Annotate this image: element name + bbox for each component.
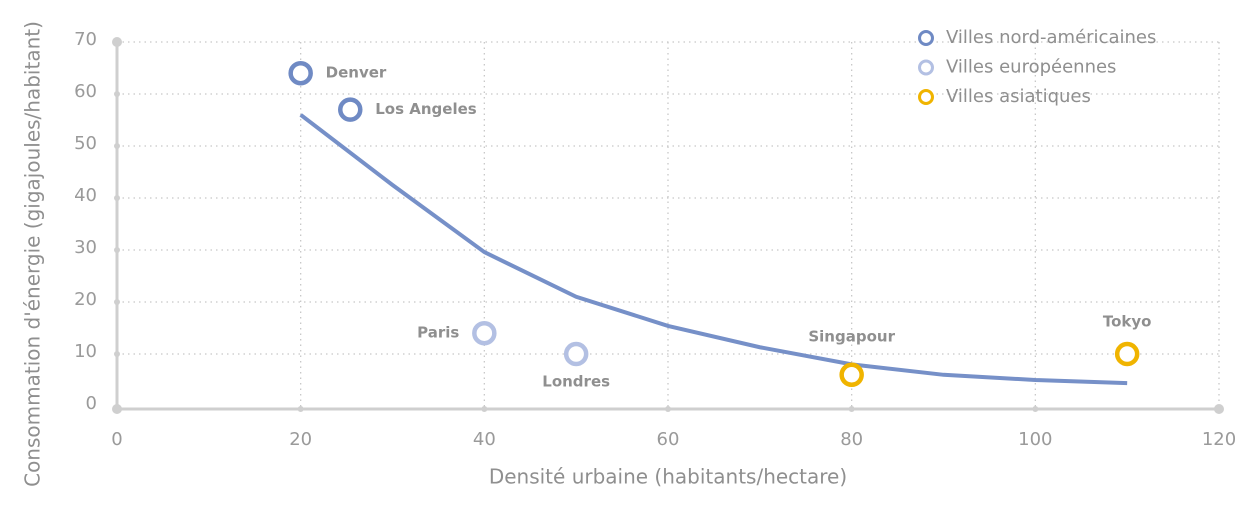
legend-label: Villes européennes [946,57,1116,78]
y-tick-label: 70 [74,29,97,50]
x-tick-label: 120 [1202,429,1236,450]
x-tick-dot [665,406,671,412]
legend-label: Villes nord-américaines [946,27,1156,48]
y-tick-label: 30 [74,237,97,258]
x-tick-label: 60 [657,429,680,450]
point [1114,341,1140,367]
point-label: Paris [417,324,459,342]
point-label: Los Angeles [375,100,477,118]
x-tick-label: 100 [1018,429,1052,450]
legend-marker [918,59,934,76]
x-tick-dot [297,406,304,412]
x-tick-label: 40 [473,429,496,450]
point [288,60,313,86]
point-label: Denver [326,64,387,82]
y-tick-label: 10 [74,341,97,362]
x-tick-label: 80 [840,429,863,450]
x-axis-label: Densité urbaine (habitants/hectare) [489,465,847,489]
point-label: Singapour [808,327,895,345]
legend-marker [918,30,934,46]
x-tick-dot [848,406,855,412]
y-tick-label: 50 [74,133,97,154]
y-tick-label: 40 [74,185,97,206]
legend-label: Villes asiatiques [946,86,1091,107]
y-tick-label: 20 [74,289,97,310]
legend-marker [918,89,934,105]
trend-line [299,113,1128,386]
y-axis-label: Consommation d'énergie (gigajoules/habit… [21,21,45,487]
point [563,341,589,367]
x-tick-label: 20 [289,429,312,450]
x-tick-dot [112,404,122,414]
point [338,97,363,122]
point-label: Londres [542,373,610,391]
x-tick-dot [481,406,488,412]
x-tick-dot [1214,404,1224,414]
point [839,362,864,388]
x-tick-dot [1032,406,1039,412]
y-tick-label: 0 [86,393,97,414]
point [472,320,497,346]
x-tick-label: 0 [111,429,122,450]
point-label: Tokyo [1103,313,1152,331]
y-tick-label: 60 [74,81,97,102]
